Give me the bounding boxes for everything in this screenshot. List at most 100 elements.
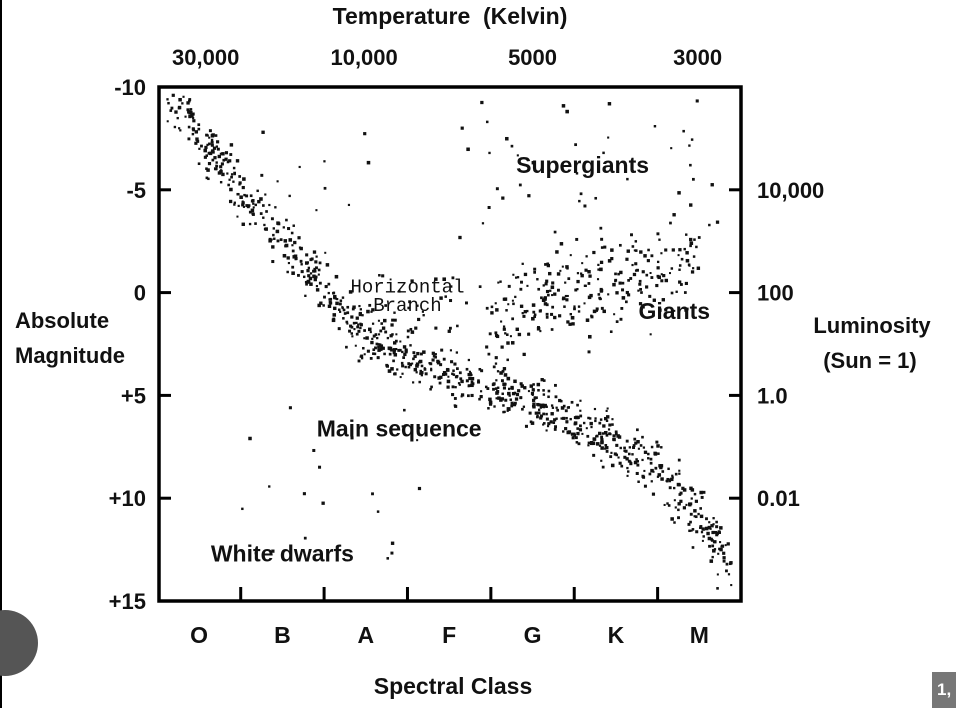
star-point — [401, 425, 404, 428]
star-point — [587, 350, 591, 354]
star-point — [362, 346, 365, 350]
star-point — [506, 358, 509, 362]
star-point — [600, 435, 604, 439]
star-point — [237, 204, 240, 207]
star-point — [542, 423, 545, 426]
star-point — [712, 523, 715, 526]
star-point — [287, 261, 290, 265]
star-point — [192, 128, 196, 132]
star-point — [592, 309, 597, 314]
star-point — [672, 213, 676, 217]
star-point — [554, 383, 557, 387]
star-point — [602, 424, 606, 428]
star-point — [245, 204, 249, 208]
star-point — [615, 453, 619, 457]
star-point — [390, 551, 394, 555]
star-point — [228, 159, 232, 163]
star-point — [707, 525, 711, 530]
star-point — [570, 400, 574, 404]
star-point — [300, 263, 303, 266]
star-point — [530, 421, 535, 425]
star-point — [522, 352, 526, 357]
star-point — [271, 245, 275, 249]
star-point — [699, 507, 702, 510]
star-point — [230, 175, 233, 179]
star-point — [646, 259, 650, 263]
star-point — [662, 274, 666, 278]
star-point — [513, 391, 517, 395]
star-point — [439, 375, 443, 379]
star-point — [390, 541, 395, 545]
star-point — [667, 504, 671, 507]
star-point — [404, 348, 408, 352]
star-point — [242, 205, 245, 208]
star-point — [556, 272, 561, 276]
star-point — [342, 317, 345, 320]
star-point — [576, 272, 580, 275]
star-point — [393, 372, 396, 376]
star-point — [517, 389, 521, 393]
star-point — [519, 396, 523, 400]
star-point — [465, 367, 469, 371]
star-point — [619, 446, 622, 450]
star-point — [643, 450, 648, 454]
star-point — [674, 506, 677, 509]
star-point — [352, 305, 356, 309]
star-point — [620, 464, 624, 468]
star-point — [545, 303, 549, 307]
star-point — [417, 317, 421, 322]
star-point — [605, 445, 609, 450]
star-point — [682, 506, 687, 510]
star-point — [219, 169, 223, 172]
star-point — [610, 248, 614, 252]
x-tick-label: G — [524, 622, 542, 648]
star-point — [317, 273, 320, 276]
star-point — [576, 416, 580, 420]
star-point — [625, 257, 629, 261]
star-point — [532, 402, 536, 406]
star-point — [636, 460, 640, 463]
star-point — [716, 573, 719, 576]
star-point — [543, 404, 546, 407]
star-point — [309, 272, 313, 275]
star-point — [508, 394, 511, 397]
star-point — [206, 143, 209, 147]
y-tick-label: +15 — [109, 589, 146, 614]
star-point — [614, 430, 618, 434]
star-point — [357, 330, 361, 333]
star-point — [537, 408, 541, 411]
star-point — [467, 372, 471, 377]
star-point — [664, 308, 668, 312]
star-point — [179, 129, 182, 132]
star-point — [368, 327, 372, 332]
star-point — [393, 318, 397, 322]
star-point — [315, 288, 320, 292]
star-point — [372, 334, 376, 338]
star-point — [251, 199, 255, 203]
star-point — [583, 302, 586, 305]
star-point — [689, 244, 692, 248]
star-point — [188, 111, 192, 115]
star-point — [708, 544, 711, 548]
star-point — [700, 495, 704, 499]
star-point — [531, 388, 535, 392]
star-point — [228, 199, 233, 204]
star-point — [600, 288, 604, 293]
star-point — [684, 309, 687, 312]
star-point — [384, 330, 388, 334]
star-point — [716, 587, 719, 590]
star-point — [603, 416, 608, 421]
star-point — [212, 146, 217, 150]
star-point — [551, 281, 555, 285]
star-point — [694, 515, 698, 519]
star-point — [313, 267, 317, 271]
star-point — [605, 409, 608, 412]
star-point — [670, 477, 674, 482]
star-point — [597, 263, 600, 267]
star-point — [729, 561, 733, 565]
star-point — [712, 517, 715, 520]
star-point — [506, 341, 510, 345]
star-point — [585, 318, 590, 322]
star-point — [210, 140, 214, 144]
star-point — [605, 450, 609, 453]
